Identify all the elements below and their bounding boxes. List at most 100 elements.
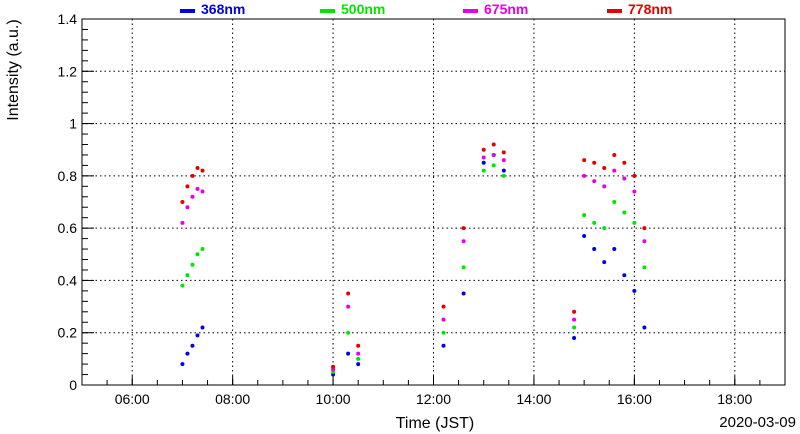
y-tick-label: 0 (69, 377, 77, 393)
data-point-675nm (346, 304, 351, 309)
data-point-368nm (622, 273, 627, 278)
data-point-778nm (195, 166, 200, 171)
data-point-368nm (441, 343, 446, 348)
data-point-675nm (572, 317, 577, 322)
data-point-778nm (622, 160, 627, 165)
y-tick-label: 0.8 (58, 168, 78, 184)
data-point-778nm (642, 226, 647, 231)
data-point-500nm (185, 273, 190, 278)
x-tick-label: 18:00 (717, 391, 752, 407)
x-tick-label: 10:00 (316, 391, 351, 407)
data-point-500nm (491, 163, 496, 168)
data-point-368nm (642, 325, 647, 330)
legend-label-368nm: 368nm (201, 1, 245, 17)
data-point-500nm (356, 356, 361, 361)
data-point-368nm (582, 233, 587, 238)
x-tick-label: 08:00 (215, 391, 250, 407)
data-point-675nm (185, 205, 190, 210)
data-point-675nm (461, 239, 466, 244)
data-point-368nm (461, 291, 466, 296)
data-point-368nm (481, 160, 486, 165)
data-point-675nm (622, 176, 627, 181)
data-point-675nm (481, 155, 486, 160)
data-point-675nm (632, 189, 637, 194)
data-point-368nm (572, 335, 577, 340)
legend: 368nm 500nm 675nm 778nm (180, 1, 672, 17)
data-point-500nm (642, 265, 647, 270)
data-point-500nm (200, 247, 205, 252)
data-point-675nm (190, 194, 195, 199)
data-point-675nm (592, 179, 597, 184)
legend-label-778nm: 778nm (628, 1, 672, 17)
data-point-778nm (331, 364, 336, 369)
data-point-500nm (346, 330, 351, 335)
data-point-500nm (461, 265, 466, 270)
data-point-368nm (190, 343, 195, 348)
y-tick-label: 0.4 (58, 272, 78, 288)
data-point-675nm (180, 220, 185, 225)
data-point-368nm (180, 362, 185, 367)
data-point-675nm (356, 351, 361, 356)
data-point-778nm (180, 200, 185, 204)
legend-swatch-368nm (180, 9, 195, 13)
x-tick-label: 16:00 (617, 391, 652, 407)
data-point-778nm (190, 173, 195, 178)
data-points (180, 142, 647, 377)
data-point-778nm (592, 160, 597, 165)
date-label: 2020-03-09 (719, 414, 796, 431)
data-point-500nm (582, 213, 587, 218)
data-point-368nm (185, 351, 190, 356)
data-point-500nm (195, 252, 200, 257)
data-point-500nm (602, 226, 607, 231)
data-point-778nm (491, 142, 496, 147)
data-point-675nm (195, 186, 200, 191)
data-point-675nm (602, 184, 607, 189)
data-point-778nm (572, 309, 577, 314)
data-point-500nm (190, 262, 195, 267)
data-point-500nm (501, 173, 506, 178)
data-point-368nm (592, 247, 597, 252)
y-tick-label: 0.6 (58, 220, 78, 236)
data-point-778nm (602, 166, 607, 171)
data-point-500nm (481, 168, 486, 173)
data-point-500nm (632, 220, 637, 225)
data-point-500nm (622, 210, 627, 215)
data-point-778nm (612, 152, 617, 157)
data-point-675nm (582, 173, 587, 178)
data-point-368nm (602, 260, 607, 265)
y-tick-label: 1.2 (58, 63, 78, 79)
data-point-675nm (441, 317, 446, 322)
data-point-778nm (582, 158, 587, 163)
data-point-675nm (642, 239, 647, 244)
data-point-368nm (346, 351, 351, 356)
data-point-778nm (346, 291, 351, 296)
data-point-500nm (572, 325, 577, 330)
data-point-778nm (441, 304, 446, 309)
legend-label-675nm: 675nm (484, 1, 528, 17)
x-axis-title: Time (JST) (396, 415, 475, 432)
legend-label-500nm: 500nm (341, 1, 385, 17)
data-point-368nm (200, 325, 205, 330)
data-point-500nm (441, 330, 446, 335)
data-point-778nm (632, 173, 637, 178)
x-tick-label: 14:00 (516, 391, 551, 407)
data-point-675nm (491, 152, 496, 157)
data-point-368nm (195, 333, 200, 338)
data-point-778nm (501, 150, 506, 155)
data-point-778nm (185, 184, 190, 189)
x-tick-label: 12:00 (416, 391, 451, 407)
data-point-778nm (200, 168, 205, 173)
data-point-675nm (501, 158, 506, 163)
axis-ticks: 06:00 08:00 10:00 12:00 14:00 16:00 18:00 0 0.2 0… (58, 11, 786, 407)
data-point-500nm (612, 200, 617, 204)
legend-swatch-675nm (463, 9, 478, 13)
y-tick-label: 1 (69, 116, 77, 132)
y-tick-label: 1.4 (58, 11, 78, 27)
data-point-675nm (612, 168, 617, 173)
data-point-368nm (632, 288, 637, 293)
y-axis-title: Intensity (a.u.) (5, 19, 22, 120)
legend-swatch-500nm (320, 9, 335, 13)
data-point-368nm (356, 362, 361, 367)
